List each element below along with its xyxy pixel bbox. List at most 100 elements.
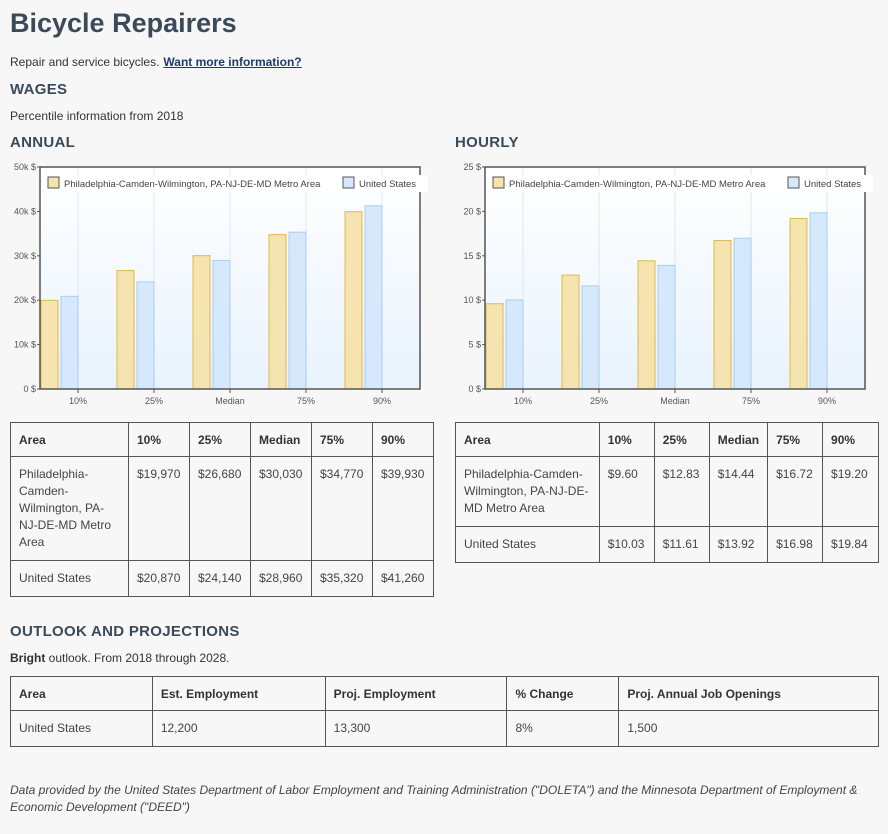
cell-area: Philadelphia-Camden-Wilmington, PA-NJ-DE… [455,456,600,527]
x-tick-label: 10% [514,396,532,406]
col-header-proj-employment: Proj. Employment [324,676,508,711]
cell-median: $13.92 [708,526,769,563]
bar-us [581,285,600,390]
legend-swatch-metro [492,176,505,189]
cell-75: $34,770 [311,456,373,561]
cell-percent-change: 8% [506,710,620,747]
legend-background [488,175,873,192]
bar-us [60,295,79,390]
x-tick-label: 90% [373,396,391,406]
col-header-75: 75% [311,422,373,457]
bar-us [657,264,676,390]
x-tick-label: Median [215,396,245,406]
wages-subtitle: Percentile information from 2018 [10,109,184,123]
cell-10: $9.60 [598,456,655,527]
cell-90: $19.20 [822,456,879,527]
outlook-table: Area Est. Employment Proj. Employment % … [10,676,879,747]
description-text: Repair and service bicycles. [10,55,160,69]
bar-metro [192,255,211,390]
table-row: United States 12,200 13,300 8% 1,500 [10,710,879,747]
col-header-median: Median [708,422,769,457]
y-tick-label: 10 $ [463,295,481,305]
cell-25: $26,680 [189,456,251,561]
cell-10: $20,870 [128,560,190,597]
col-header-area: Area [10,676,153,711]
bar-us [505,299,524,390]
col-header-25: 25% [189,422,251,457]
bar-metro [40,299,59,390]
cell-90: $41,260 [372,560,434,597]
col-header-percent-change: % Change [506,676,620,711]
col-header-job-openings: Proj. Annual Job Openings [618,676,879,711]
hourly-wage-chart: 0 $ 5 $ 10 $ 15 $ 20 $ 25 $ 10% 25% Median 75% 90%… [445,158,877,415]
col-header-10: 10% [128,422,190,457]
chart-legend: Philadelphia-Camden-Wilmington, PA-NJ-DE… [43,175,428,192]
y-tick-label: 40k $ [14,206,36,216]
table-row: United States $10.03 $11.61 $13.92 $16.9… [455,526,879,563]
legend-swatch-metro [47,176,60,189]
x-tick-label: 25% [145,396,163,406]
bar-metro [713,240,732,390]
bar-metro [344,211,363,390]
cell-75: $16.98 [767,526,824,563]
bar-metro [637,260,656,390]
outlook-text: outlook. From 2018 through 2028. [45,651,230,665]
legend-label-metro: Philadelphia-Camden-Wilmington, PA-NJ-DE… [509,179,766,190]
bar-us [809,212,828,390]
outlook-rating: Bright [10,651,46,665]
y-tick-label: 50k $ [14,162,36,172]
cell-area: Philadelphia-Camden-Wilmington, PA-NJ-DE… [10,456,129,561]
cell-median: $28,960 [250,560,312,597]
bar-us [136,281,155,390]
legend-background [43,175,428,192]
x-tick-label: 25% [590,396,608,406]
x-tick-label: 75% [742,396,760,406]
cell-25: $24,140 [189,560,251,597]
y-tick-label: 30k $ [14,251,36,261]
bar-metro [561,274,580,390]
cell-75: $35,320 [311,560,373,597]
bar-metro [789,218,808,390]
outlook-summary: Bright outlook. From 2018 through 2028. [10,651,229,665]
plot-border [484,166,866,390]
col-header-median: Median [250,422,312,457]
chart-svg: 0 $ 5 $ 10 $ 15 $ 20 $ 25 $ 10% 25% Median 75% 90%… [463,162,873,406]
x-tick-label: 10% [69,396,87,406]
table-row: Philadelphia-Camden-Wilmington, PA-NJ-DE… [455,456,879,527]
y-tick-label: 20 $ [463,206,481,216]
data-source-footer: Data provided by the United States Depar… [10,783,858,814]
y-tick-label: 10k $ [14,340,36,350]
outlook-heading: OUTLOOK AND PROJECTIONS [10,623,240,640]
table-row: Philadelphia-Camden-Wilmington, PA-NJ-DE… [10,456,434,561]
col-header-est-employment: Est. Employment [151,676,326,711]
annual-wage-chart: 0 $ 10k $ 20k $ 30k $ 40k $ 50k $ 10% 25% Median… [0,158,432,415]
cell-median: $30,030 [250,456,312,561]
y-tick-label: 0 $ [468,384,481,394]
hourly-heading: HOURLY [455,134,519,151]
cell-75: $16.72 [767,456,824,527]
bar-metro [116,270,135,390]
col-header-75: 75% [767,422,824,457]
bar-metro [485,303,504,390]
cell-job-openings: 1,500 [618,710,879,747]
cell-25: $11.61 [653,526,710,563]
more-info-link[interactable]: Want more information? [163,55,302,69]
bar-us [364,205,383,390]
cell-90: $19.84 [822,526,879,563]
y-tick-label: 15 $ [463,251,481,261]
annual-wage-table: Area 10% 25% Median 75% 90% Philadelphia… [10,422,434,597]
x-tick-label: 90% [818,396,836,406]
page-title: Bicycle Repairers [10,8,237,38]
table-header-row: Area Est. Employment Proj. Employment % … [10,676,879,711]
cell-25: $12.83 [653,456,710,527]
col-header-25: 25% [653,422,710,457]
cell-90: $39,930 [372,456,434,561]
cell-area: United States [10,560,129,597]
col-header-90: 90% [372,422,434,457]
col-header-90: 90% [822,422,879,457]
legend-label-us: United States [804,179,861,190]
chart-svg: 0 $ 10k $ 20k $ 30k $ 40k $ 50k $ 10% 25% Median… [14,162,428,406]
cell-est-employment: 12,200 [151,710,326,747]
x-tick-label: Median [660,396,690,406]
x-tick-label: 75% [297,396,315,406]
